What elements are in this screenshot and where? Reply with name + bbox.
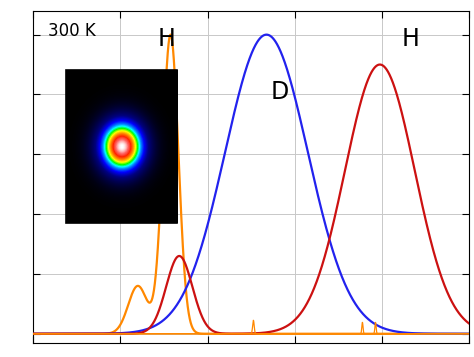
Bar [66, 70, 177, 223]
Text: D: D [271, 80, 289, 104]
Text: H: H [157, 26, 175, 51]
Text: H: H [401, 26, 419, 51]
Text: 300 K: 300 K [48, 22, 96, 40]
